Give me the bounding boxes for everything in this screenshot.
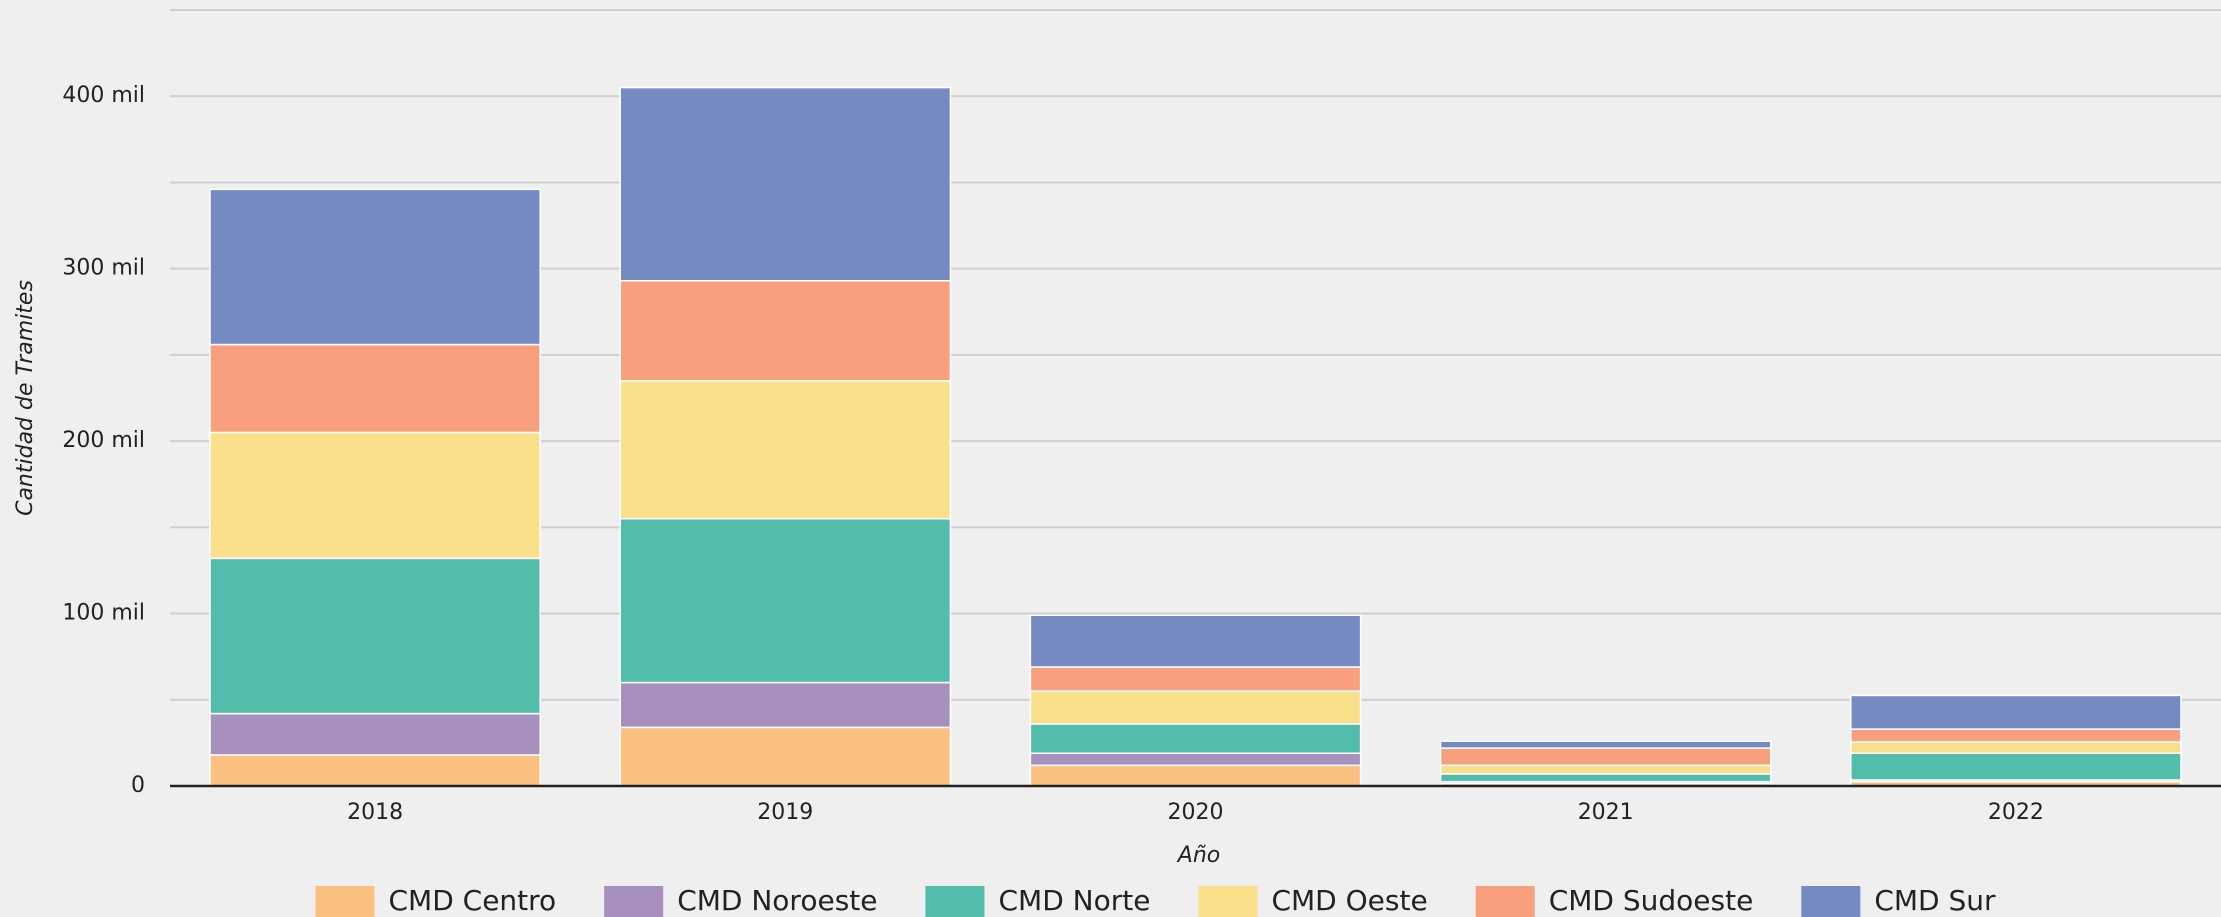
legend-swatch — [1801, 886, 1861, 917]
bar-segment — [619, 726, 952, 787]
bar-segment — [209, 343, 541, 434]
y-axis-title: Cantidad de Tramites — [13, 280, 38, 516]
legend-label: CMD Sur — [1874, 884, 1996, 917]
bar-segment — [1850, 752, 2182, 781]
bar-segment — [209, 431, 541, 560]
bar-segment — [1029, 614, 1362, 668]
bar-segment — [1029, 723, 1362, 754]
bar-segment — [1439, 740, 1772, 749]
y-tick-label: 0 — [131, 773, 145, 798]
bar-segment — [209, 557, 541, 715]
legend-label: CMD Oeste — [1271, 884, 1427, 917]
legend-swatch — [925, 886, 985, 917]
bar-segment — [209, 754, 541, 787]
bar-segment — [1850, 728, 2182, 743]
bar-segment — [1850, 741, 2182, 754]
bar-segment — [1439, 773, 1772, 783]
bar-segment — [1029, 690, 1362, 725]
legend-swatch — [1198, 886, 1258, 917]
legend-swatch — [604, 886, 664, 917]
bar-segment — [1850, 694, 2182, 730]
bar-segment — [1439, 747, 1772, 767]
bar-segment — [619, 517, 952, 684]
legend-label: CMD Noroeste — [677, 884, 877, 917]
bar-segment — [619, 279, 952, 382]
bar-segment — [209, 712, 541, 756]
x-tick-label: 2020 — [1168, 800, 1224, 825]
y-tick-label: 200 mil — [62, 428, 145, 453]
legend-label: CMD Norte — [998, 884, 1150, 917]
legend-label: CMD Sudoeste — [1549, 884, 1754, 917]
x-tick-label: 2019 — [757, 800, 813, 825]
x-axis-title: Año — [1176, 843, 1220, 868]
bar-segment — [619, 86, 952, 282]
x-tick-label: 2018 — [347, 800, 403, 825]
legend-label: CMD Centro — [388, 884, 556, 917]
y-tick-label: 400 mil — [62, 83, 145, 108]
x-tick-label: 2021 — [1578, 800, 1634, 825]
bar-segment — [619, 681, 952, 729]
bar-segment — [209, 188, 541, 346]
bar-segment — [1029, 764, 1362, 787]
legend-swatch — [315, 886, 375, 917]
legend-swatch — [1475, 886, 1535, 917]
y-tick-label: 100 mil — [62, 601, 145, 626]
bar-segment — [1029, 666, 1362, 692]
bar-segment — [1439, 764, 1772, 775]
bar-segment — [1029, 752, 1362, 767]
y-tick-label: 300 mil — [62, 256, 145, 281]
x-tick-label: 2022 — [1988, 800, 2044, 825]
bar-segment — [619, 380, 952, 520]
